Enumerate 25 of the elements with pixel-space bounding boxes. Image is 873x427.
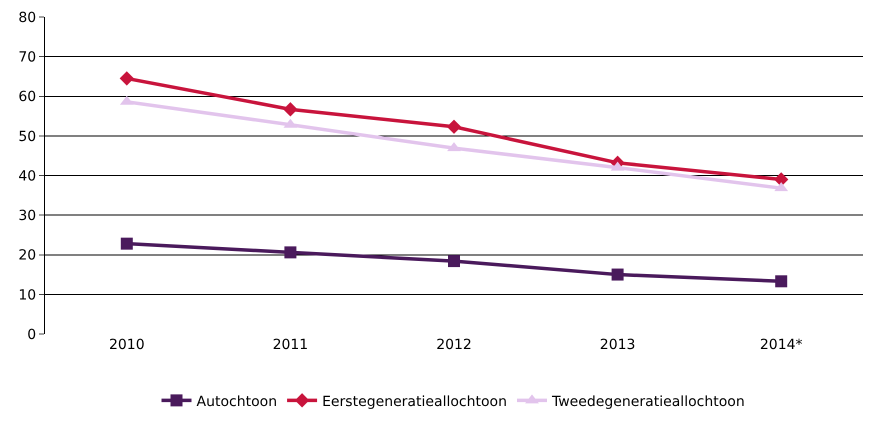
x-tick-label: 2010 — [108, 337, 145, 353]
point — [775, 275, 788, 288]
point — [446, 120, 462, 134]
y-tick-label: 60 — [18, 89, 36, 106]
x-tick-label: 2013 — [600, 337, 636, 353]
y-tick-label: 70 — [18, 50, 36, 66]
legend-label: Autochtoon — [196, 394, 278, 410]
y-tick-label: 50 — [18, 128, 36, 145]
point — [120, 71, 134, 86]
point — [283, 102, 298, 116]
legend-label: Tweedegeneratieallochtoon — [551, 394, 745, 410]
y-tick-label: 80 — [18, 10, 36, 26]
legend-label: Eerstegeneratieallochtoon — [322, 394, 507, 410]
x-tick-label: 2011 — [272, 337, 308, 353]
y-tick-label: 20 — [18, 248, 36, 264]
y-tick-label: 30 — [18, 208, 36, 224]
point — [448, 255, 460, 268]
y-tick-label: 10 — [18, 287, 36, 304]
point — [120, 238, 133, 250]
x-tick-label: 2014* — [760, 337, 803, 353]
point — [612, 268, 624, 281]
point — [284, 246, 296, 258]
y-tick-label: 40 — [18, 168, 36, 184]
y-tick-label: 0 — [27, 326, 36, 343]
x-tick-label: 2012 — [436, 337, 472, 353]
